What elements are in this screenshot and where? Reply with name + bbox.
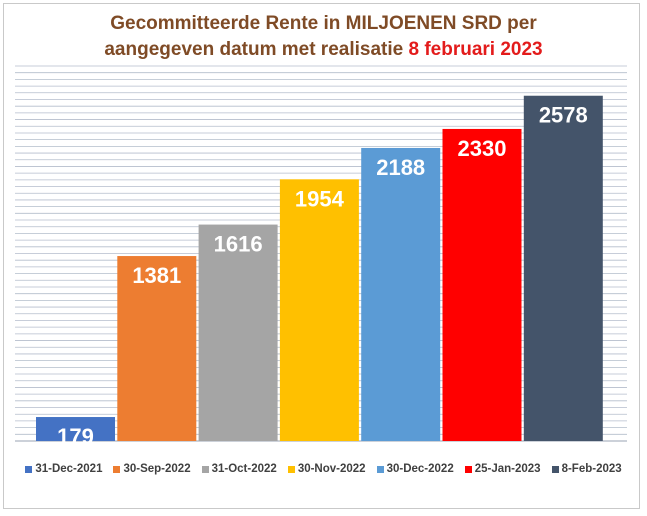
legend-swatch (551, 465, 559, 473)
data-labels: 179 1381 1616 1954 2188 2330 2578 (57, 103, 588, 449)
legend-label: 25-Jan-2023 (474, 463, 541, 475)
bar-31-oct-2022 (198, 224, 278, 441)
legend-label: 31-Dec-2021 (35, 463, 103, 475)
data-label: 1381 (132, 263, 181, 288)
legend-swatch (201, 465, 209, 473)
legend-item: 30-Sep-2022 (113, 463, 191, 475)
bars (36, 95, 603, 442)
legend-item: 30-Nov-2022 (287, 463, 366, 475)
data-label: 2330 (458, 136, 507, 161)
legend-swatch (287, 465, 295, 473)
bar-30-dec-2022 (361, 147, 441, 441)
chart-legend: 31-Dec-2021 30-Sep-2022 31-Oct-2022 30-Nov-… (12, 458, 635, 480)
legend-item: 8-Feb-2023 (551, 463, 622, 475)
legend-item: 31-Dec-2021 (25, 463, 102, 475)
bar-8-feb-2023 (523, 95, 603, 441)
data-label: 2188 (376, 155, 425, 180)
legend-label: 30-Dec-2022 (386, 463, 454, 475)
chart-title-highlight: 8 februari 2023 (408, 39, 543, 60)
legend-item: 31-Oct-2022 (201, 463, 277, 475)
bar-31-dec-2021 (36, 417, 115, 441)
chart-title-line-2-text: aangegeven datum met realisatie (104, 39, 404, 60)
bar-25-jan-2023 (442, 128, 522, 442)
chart-title-line-1: Gecommitteerde Rente in MILJOENEN SRD pe… (110, 13, 537, 34)
legend-item: 30-Dec-2022 (376, 463, 454, 475)
legend-item: 25-Jan-2023 (464, 463, 541, 475)
chart-title: Gecommitteerde Rente in MILJOENEN SRD pe… (0, 11, 647, 63)
legend-label: 30-Nov-2022 (297, 463, 366, 475)
legend-swatch (25, 465, 33, 473)
bar-30-sep-2022 (117, 256, 197, 441)
data-label: 1954 (295, 186, 345, 211)
chart-title-line-2: aangegeven datum met realisatie 8 februa… (0, 37, 647, 63)
legend-swatch (464, 465, 472, 473)
data-label: 2578 (539, 103, 588, 128)
data-label: 179 (57, 424, 94, 449)
data-label: 1616 (214, 232, 263, 257)
legend-label: 31-Oct-2022 (211, 463, 277, 475)
legend-label: 8-Feb-2023 (561, 463, 622, 475)
bar-30-nov-2022 (279, 179, 359, 441)
legend-swatch (376, 465, 384, 473)
legend-swatch (113, 465, 121, 473)
legend-label: 30-Sep-2022 (123, 463, 191, 475)
